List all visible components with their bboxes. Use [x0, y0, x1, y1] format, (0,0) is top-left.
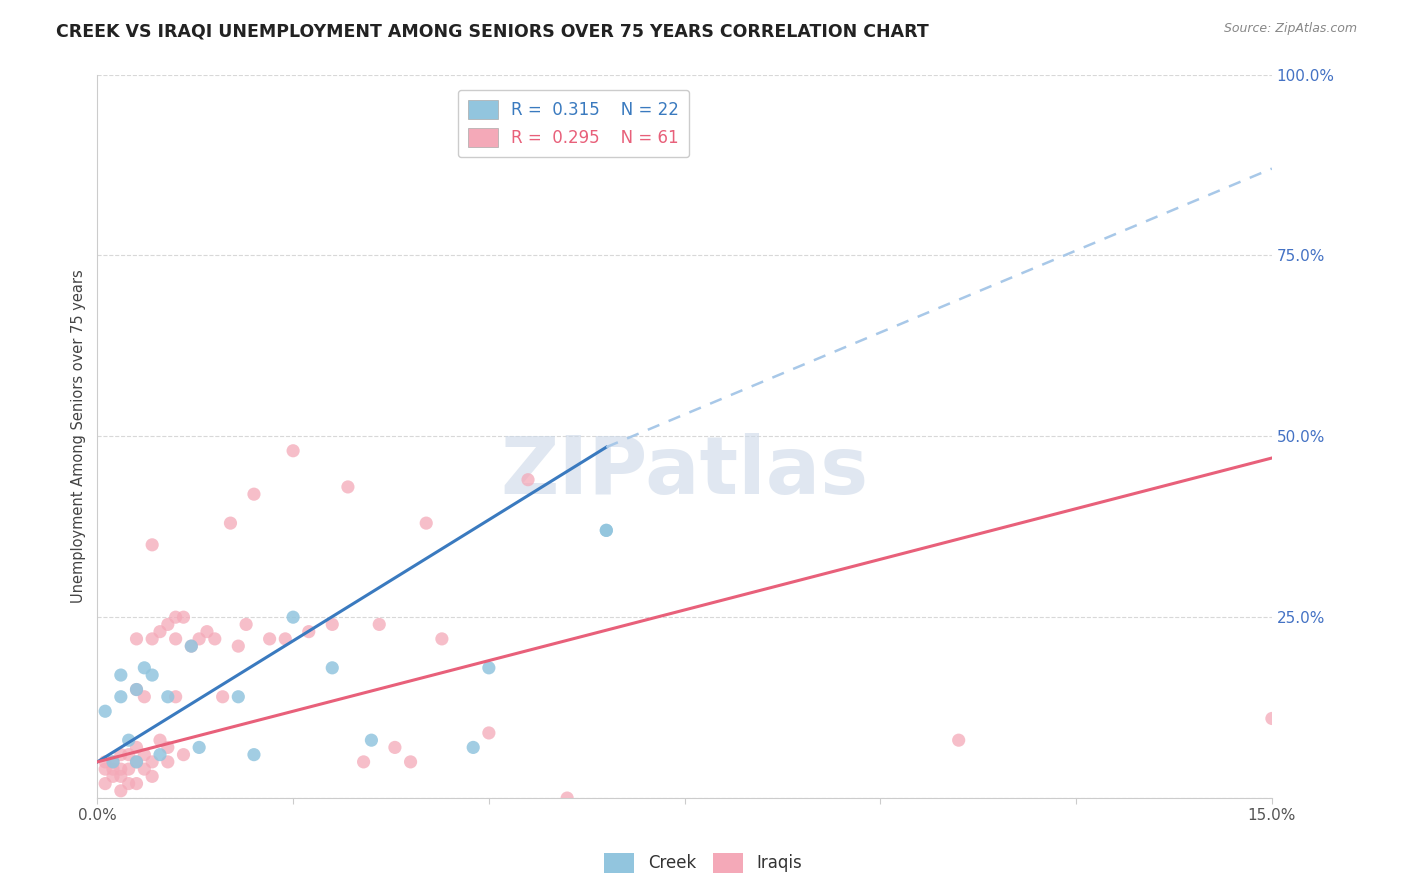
- Point: [384, 740, 406, 755]
- Point: [141, 769, 163, 783]
- Point: [125, 755, 148, 769]
- Point: [156, 740, 179, 755]
- Point: [110, 769, 132, 783]
- Point: [125, 682, 148, 697]
- Text: Source: ZipAtlas.com: Source: ZipAtlas.com: [1223, 22, 1357, 36]
- Point: [274, 632, 297, 646]
- Legend: R =  0.315    N = 22, R =  0.295    N = 61: R = 0.315 N = 22, R = 0.295 N = 61: [458, 90, 689, 157]
- Point: [165, 690, 187, 704]
- Text: ZIPatlas: ZIPatlas: [501, 434, 869, 511]
- Point: [219, 516, 242, 530]
- Point: [94, 755, 117, 769]
- Point: [156, 690, 179, 704]
- Point: [415, 516, 437, 530]
- Point: [118, 733, 141, 747]
- Point: [134, 762, 156, 776]
- Point: [125, 755, 148, 769]
- Point: [125, 682, 148, 697]
- Point: [156, 755, 179, 769]
- Point: [94, 776, 117, 790]
- Point: [110, 762, 132, 776]
- Point: [478, 726, 501, 740]
- Point: [517, 473, 540, 487]
- Point: [125, 776, 148, 790]
- Point: [360, 733, 382, 747]
- Point: [118, 747, 141, 762]
- Point: [94, 762, 117, 776]
- Point: [149, 624, 172, 639]
- Point: [125, 740, 148, 755]
- Point: [165, 632, 187, 646]
- Point: [110, 747, 132, 762]
- Point: [141, 668, 163, 682]
- Point: [125, 632, 148, 646]
- Point: [188, 632, 211, 646]
- Point: [204, 632, 226, 646]
- Point: [595, 524, 617, 538]
- Point: [141, 755, 163, 769]
- Point: [399, 755, 422, 769]
- Point: [149, 733, 172, 747]
- Point: [173, 610, 195, 624]
- Point: [321, 617, 343, 632]
- Point: [110, 668, 132, 682]
- Point: [173, 747, 195, 762]
- Point: [298, 624, 321, 639]
- Legend: Creek, Iraqis: Creek, Iraqis: [598, 847, 808, 880]
- Text: CREEK VS IRAQI UNEMPLOYMENT AMONG SENIORS OVER 75 YEARS CORRELATION CHART: CREEK VS IRAQI UNEMPLOYMENT AMONG SENIOR…: [56, 22, 929, 40]
- Point: [226, 639, 249, 653]
- Point: [101, 755, 124, 769]
- Point: [368, 617, 391, 632]
- Point: [478, 661, 501, 675]
- Point: [118, 776, 141, 790]
- Point: [243, 747, 266, 762]
- Point: [1261, 711, 1284, 725]
- Point: [321, 661, 343, 675]
- Point: [353, 755, 375, 769]
- Point: [235, 617, 257, 632]
- Point: [180, 639, 202, 653]
- Point: [195, 624, 218, 639]
- Point: [165, 610, 187, 624]
- Point: [180, 639, 202, 653]
- Point: [101, 762, 124, 776]
- Y-axis label: Unemployment Among Seniors over 75 years: Unemployment Among Seniors over 75 years: [72, 269, 86, 603]
- Point: [555, 791, 578, 805]
- Point: [948, 733, 970, 747]
- Point: [134, 661, 156, 675]
- Point: [595, 524, 617, 538]
- Point: [134, 747, 156, 762]
- Point: [211, 690, 233, 704]
- Point: [110, 784, 132, 798]
- Point: [101, 769, 124, 783]
- Point: [94, 704, 117, 718]
- Point: [134, 690, 156, 704]
- Point: [463, 740, 485, 755]
- Point: [259, 632, 281, 646]
- Point: [243, 487, 266, 501]
- Point: [110, 690, 132, 704]
- Point: [281, 443, 304, 458]
- Point: [141, 538, 163, 552]
- Point: [156, 617, 179, 632]
- Point: [430, 632, 453, 646]
- Point: [149, 747, 172, 762]
- Point: [281, 610, 304, 624]
- Point: [141, 632, 163, 646]
- Point: [118, 762, 141, 776]
- Point: [188, 740, 211, 755]
- Point: [101, 755, 124, 769]
- Point: [336, 480, 359, 494]
- Point: [226, 690, 249, 704]
